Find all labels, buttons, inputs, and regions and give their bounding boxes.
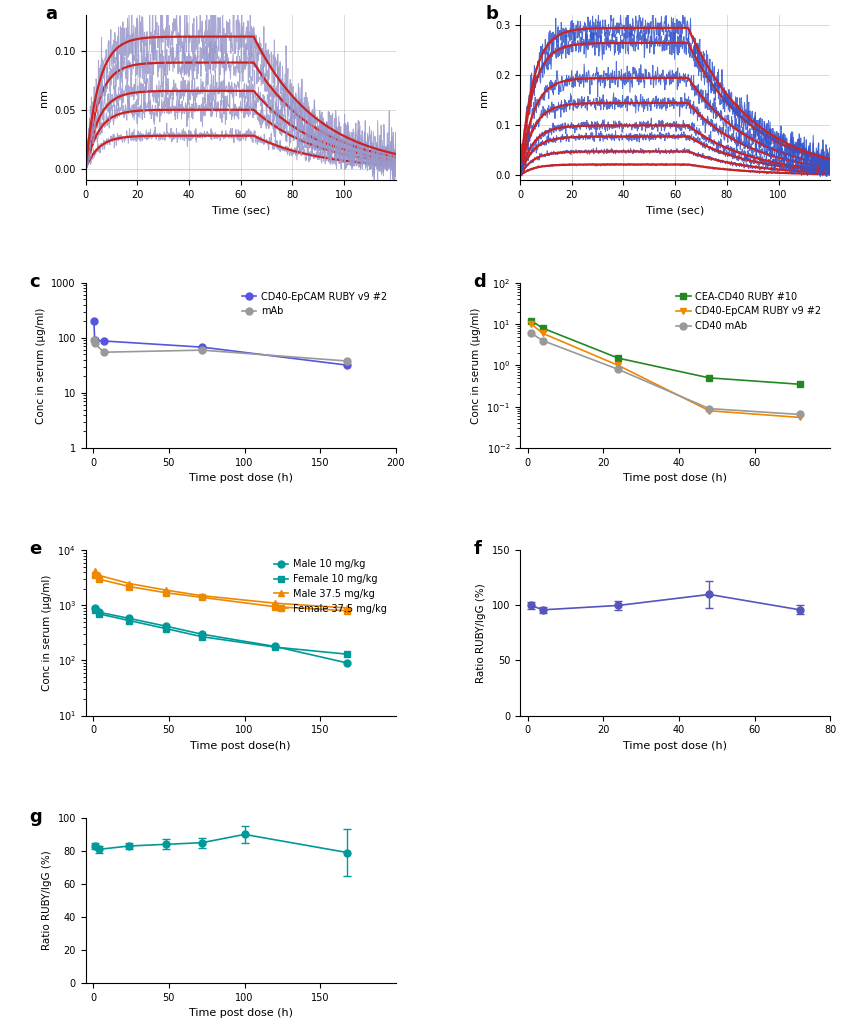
CEA-CD40 RUBY #10	[526, 314, 537, 327]
CD40 mAb	[704, 402, 715, 415]
CD40-EpCAM RUBY v9 #2	[98, 335, 109, 347]
CD40-EpCAM RUBY v9 #2	[197, 341, 207, 353]
Y-axis label: Conc in serum (µg/ml): Conc in serum (µg/ml)	[42, 574, 52, 691]
X-axis label: Time post dose (h): Time post dose (h)	[189, 1009, 293, 1018]
CEA-CD40 RUBY #10	[704, 372, 715, 384]
Line: CEA-CD40 RUBY #10: CEA-CD40 RUBY #10	[528, 317, 804, 388]
mAb	[90, 337, 100, 349]
CD40 mAb	[795, 409, 805, 421]
Text: b: b	[486, 5, 499, 24]
mAb	[89, 334, 99, 346]
mAb	[98, 346, 109, 358]
Male 10 mg/kg	[94, 606, 104, 618]
CD40-EpCAM RUBY v9 #2	[704, 404, 715, 417]
CD40 mAb	[526, 328, 537, 340]
Male 10 mg/kg	[270, 640, 280, 652]
X-axis label: Time (sec): Time (sec)	[211, 206, 270, 216]
Female 10 mg/kg	[342, 648, 353, 660]
CD40-EpCAM RUBY v9 #2	[613, 359, 623, 372]
CD40-EpCAM RUBY v9 #2	[89, 315, 99, 328]
Legend: Male 10 mg/kg, Female 10 mg/kg, Male 37.5 mg/kg, Female 37.5 mg/kg: Male 10 mg/kg, Female 10 mg/kg, Male 37.…	[270, 555, 391, 617]
Male 37.5 mg/kg	[197, 590, 207, 602]
CD40-EpCAM RUBY v9 #2	[342, 359, 353, 372]
Text: c: c	[30, 273, 40, 291]
Female 37.5 mg/kg	[90, 569, 100, 582]
Female 10 mg/kg	[161, 623, 171, 635]
Line: CD40-EpCAM RUBY v9 #2: CD40-EpCAM RUBY v9 #2	[91, 317, 351, 369]
Y-axis label: Conc in serum (µg/ml): Conc in serum (µg/ml)	[36, 307, 46, 424]
X-axis label: Time post dose (h): Time post dose (h)	[623, 473, 727, 483]
Text: d: d	[473, 273, 486, 291]
Line: Male 37.5 mg/kg: Male 37.5 mg/kg	[92, 567, 351, 611]
Y-axis label: Conc in serum (µg/ml): Conc in serum (µg/ml)	[471, 307, 481, 424]
Male 10 mg/kg	[342, 656, 353, 669]
X-axis label: Time post dose (h): Time post dose (h)	[623, 740, 727, 751]
Text: g: g	[30, 808, 43, 826]
CEA-CD40 RUBY #10	[795, 378, 805, 390]
Female 10 mg/kg	[94, 608, 104, 621]
Female 10 mg/kg	[197, 631, 207, 643]
Legend: CEA-CD40 RUBY #10, CD40-EpCAM RUBY v9 #2, CD40 mAb: CEA-CD40 RUBY #10, CD40-EpCAM RUBY v9 #2…	[672, 288, 825, 335]
Male 37.5 mg/kg	[124, 578, 134, 590]
Line: CD40-EpCAM RUBY v9 #2: CD40-EpCAM RUBY v9 #2	[528, 321, 804, 421]
Text: e: e	[30, 541, 42, 558]
CD40-EpCAM RUBY v9 #2	[795, 412, 805, 424]
CD40 mAb	[538, 335, 548, 347]
CD40 mAb	[613, 364, 623, 376]
X-axis label: Time post dose(h): Time post dose(h)	[191, 740, 291, 751]
Line: Male 10 mg/kg: Male 10 mg/kg	[92, 604, 351, 667]
Line: Female 10 mg/kg: Female 10 mg/kg	[92, 606, 351, 657]
Y-axis label: nm: nm	[479, 89, 490, 106]
Male 37.5 mg/kg	[94, 569, 104, 582]
Male 10 mg/kg	[197, 628, 207, 640]
mAb	[197, 344, 207, 356]
Male 10 mg/kg	[124, 612, 134, 625]
Y-axis label: Ratio RUBY/IgG (%): Ratio RUBY/IgG (%)	[42, 851, 52, 950]
CEA-CD40 RUBY #10	[538, 322, 548, 334]
Female 37.5 mg/kg	[197, 591, 207, 603]
Male 10 mg/kg	[161, 620, 171, 632]
X-axis label: Time post dose (h): Time post dose (h)	[189, 473, 293, 483]
Female 37.5 mg/kg	[342, 604, 353, 616]
Male 10 mg/kg	[90, 602, 100, 614]
Male 37.5 mg/kg	[342, 602, 353, 614]
Y-axis label: nm: nm	[39, 89, 49, 106]
X-axis label: Time (sec): Time (sec)	[646, 206, 704, 216]
Line: Female 37.5 mg/kg: Female 37.5 mg/kg	[92, 572, 351, 614]
Female 10 mg/kg	[270, 641, 280, 653]
CEA-CD40 RUBY #10	[613, 352, 623, 365]
Legend: CD40-EpCAM RUBY v9 #2, mAb: CD40-EpCAM RUBY v9 #2, mAb	[238, 288, 391, 321]
Female 37.5 mg/kg	[270, 600, 280, 612]
Text: a: a	[45, 5, 57, 24]
CD40-EpCAM RUBY v9 #2	[538, 328, 548, 340]
Line: CD40 mAb: CD40 mAb	[528, 330, 804, 418]
Y-axis label: Ratio RUBY/IgG (%): Ratio RUBY/IgG (%)	[476, 583, 486, 683]
Female 37.5 mg/kg	[94, 573, 104, 586]
Female 10 mg/kg	[124, 614, 134, 627]
Female 10 mg/kg	[90, 604, 100, 616]
Line: mAb: mAb	[91, 337, 351, 365]
Male 37.5 mg/kg	[270, 597, 280, 609]
mAb	[342, 355, 353, 368]
CD40-EpCAM RUBY v9 #2	[526, 318, 537, 331]
Text: f: f	[473, 541, 481, 558]
Female 37.5 mg/kg	[161, 587, 171, 599]
CD40-EpCAM RUBY v9 #2	[90, 334, 100, 346]
Male 37.5 mg/kg	[90, 565, 100, 578]
Female 37.5 mg/kg	[124, 581, 134, 593]
Male 37.5 mg/kg	[161, 584, 171, 596]
